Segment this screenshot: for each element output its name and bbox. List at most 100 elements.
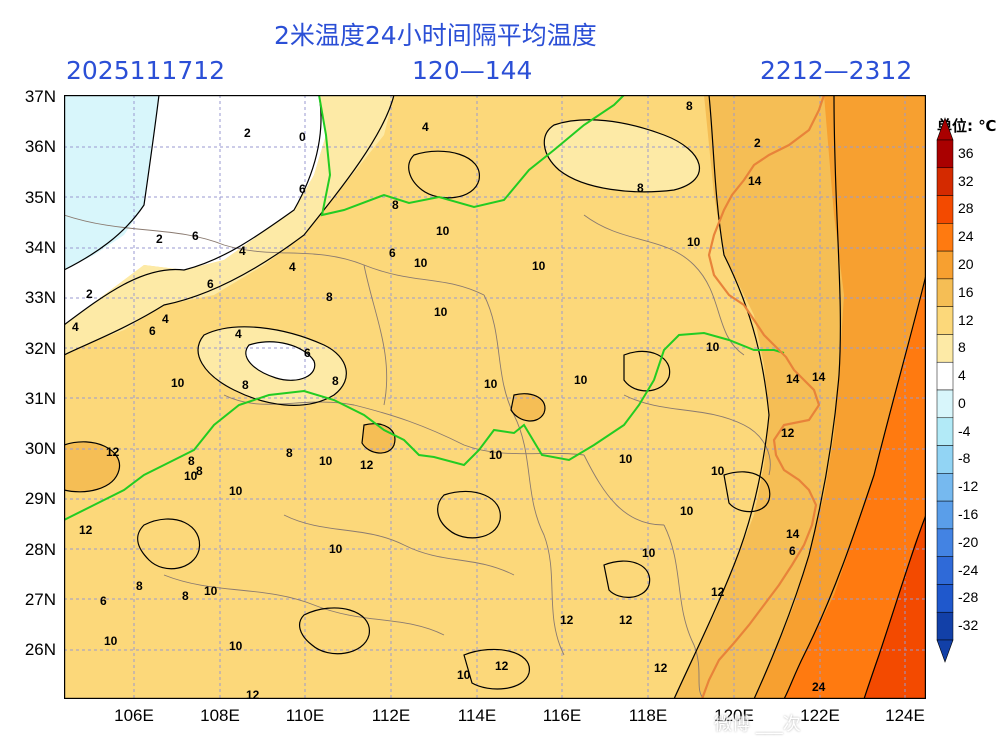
fill-12-16-patch-3 [511,393,545,421]
lon-label: 120E [714,706,754,725]
colorbar-swatch [936,500,954,530]
colorbar-tick-label: 8 [958,339,966,356]
lat-label: 37N [24,87,56,106]
colorbar-swatch [936,195,954,224]
lat-label: 26N [24,640,56,659]
contour-label: 4 [239,244,246,258]
map-frame [64,95,926,699]
lon-label: 110E [285,706,325,725]
fill-white-pocket [245,341,315,381]
contour-label: 10 [484,377,498,391]
run-time: 2025111712 [66,56,226,85]
colorbar-tick-label: -4 [958,422,971,439]
lon-label: 118E [628,706,668,725]
colorbar-swatch [936,306,954,335]
contour-label: 12 [495,659,509,673]
contour-label: 10 [434,305,448,319]
contour-label: 10 [414,256,428,270]
contour-label: 6 [299,182,306,196]
contour-label: 10 [184,469,198,483]
colorbar-swatch [936,584,954,613]
colorbar-tick-label: -28 [958,589,979,606]
contour-label: 8 [136,579,143,593]
colorbar-swatch [936,278,954,307]
lat-label: 34N [24,238,56,257]
colorbar-swatch [936,334,954,363]
fill-20-24 [784,275,926,699]
colorbar-swatch [936,250,954,280]
contour-label: 12 [79,523,93,537]
contour-label: 8 [242,378,249,392]
contour-label: 12 [619,613,633,627]
contour-label: 6 [304,346,311,360]
contour-label: 10 [229,639,243,653]
contour-label: 10 [204,584,218,598]
contour-label: 2 [86,287,93,301]
lat-label: 28N [24,540,56,559]
contour-label: 2 [754,136,761,150]
contour-label: 10 [457,668,471,682]
contour-label: 10 [642,546,656,560]
map-title: 2米温度24小时间隔平均温度 [274,21,597,50]
colorbar-swatch [936,139,954,169]
colorbar-tick-label: 28 [958,200,974,217]
graticule [64,95,926,699]
contour-label: 6 [192,229,199,243]
colorbar-tick-label: 12 [958,311,974,328]
lon-label: 122E [800,706,840,725]
lat-label: 33N [24,288,56,307]
contour-label: 8 [637,181,644,195]
lon-label: 106E [114,706,154,725]
contour-label: 12 [781,426,795,440]
colorbar-swatch [936,167,954,196]
colorbar [936,117,954,663]
colorbar-tick-label: 32 [958,172,974,189]
contour-label: 2 [244,126,251,140]
contour-label: 6 [100,594,107,608]
fill-4-8-north [544,119,700,192]
contour-label: 10 [680,504,694,518]
contour-label: 8 [326,290,333,304]
contour-label: 0 [299,130,306,144]
colorbar-tick-label: -16 [958,506,979,522]
lat-label: 32N [24,339,56,358]
contour-label: 14 [786,527,800,541]
lat-label: 36N [24,137,56,156]
colorbar-unit: 单位: ℃ [937,117,997,135]
valid-range: 2212—2312 [760,56,913,85]
contour-label: 8 [286,446,293,460]
colorbar-swatch [936,223,954,252]
contour-label: 8 [182,589,189,603]
colorbar-arrow-bottom [936,639,954,663]
watermark: 微博 ___次 [714,714,801,735]
colorbar-tick-label: 20 [958,256,974,272]
contour-label: 4 [289,260,296,274]
contour-label: 24 [812,680,826,694]
contour-label: 2 [156,232,163,246]
colorbar-tick-label: 36 [958,144,974,161]
lat-label: 31N [24,389,56,408]
lat-label: 35N [24,188,56,207]
lat-label: 30N [24,439,56,458]
contour-label: 10 [329,542,343,556]
contour-label: 10 [489,448,503,462]
contour-label: 10 [687,235,701,249]
contour-label: 10 [706,340,720,354]
contour-label: 6 [149,324,156,338]
contour-label: 4 [162,312,169,326]
colorbar-tick-label: -32 [958,617,979,634]
colorbar-arrow-top [936,117,954,141]
contour-label: 14 [748,174,762,188]
contour-label: 10 [229,484,243,498]
colorbar-swatch [936,611,954,641]
contour-label: 10 [104,634,118,648]
contour-label: 10 [532,259,546,273]
fill-4-8-region [64,95,394,355]
contour-label: 12 [106,445,120,459]
contour-label: 4 [422,120,429,134]
colorbar-swatch [936,361,954,391]
contour-label-group: 2 0 4 6 8 10 6 2 4 6 10 4 6 8 2 4 6 4 4 … [72,99,826,699]
lon-label: 114E [457,706,497,725]
colorbar-swatch [936,528,954,557]
colorbar-swatch [936,473,954,502]
